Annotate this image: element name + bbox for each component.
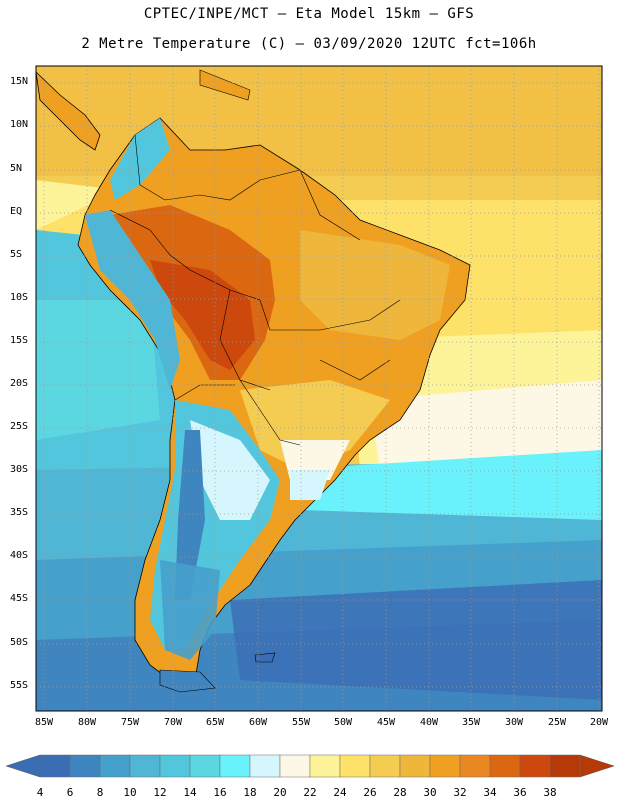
colorbar-label: 18 — [243, 786, 257, 799]
southern-ocean-band-4 — [230, 580, 602, 700]
falkland-islands — [254, 652, 276, 663]
longitude-label: 20W — [589, 717, 609, 728]
bolivia-hot-zone — [150, 260, 255, 370]
colorbar-segment — [489, 754, 521, 778]
latitude-label: 5N — [10, 163, 23, 174]
colorbar-label: 28 — [393, 786, 407, 799]
colorbar-segment — [159, 754, 191, 778]
colorbar-label: 30 — [423, 786, 437, 799]
colorbar-segment — [459, 754, 491, 778]
longitude-label: 85W — [34, 717, 54, 728]
colorbar-high-arrow — [579, 754, 615, 778]
colorbar-segment — [519, 754, 551, 778]
colorbar-segment — [309, 754, 341, 778]
latitude-label: 5S — [10, 249, 23, 260]
latitude-label: 10S — [10, 292, 29, 303]
atlantic-mild-band — [370, 380, 602, 470]
colorbar-label: 6 — [66, 786, 74, 799]
latitude-label: 20S — [10, 378, 29, 389]
longitude-label: 30W — [504, 717, 524, 728]
map-title-line1: CPTEC/INPE/MCT – Eta Model 15km – GFS — [143, 6, 475, 22]
longitude-label: 55W — [291, 717, 311, 728]
caribbean-islands — [199, 69, 251, 101]
rio-de-la-plata-cool — [290, 470, 330, 500]
tierra-del-fuego — [159, 669, 216, 693]
colorbar-segment — [249, 754, 281, 778]
latitude-label: 15N — [10, 76, 29, 87]
longitude-label: 75W — [120, 717, 140, 728]
colorbar-label: 10 — [123, 786, 137, 799]
colorbar-label: 14 — [183, 786, 197, 799]
longitude-label: 35W — [461, 717, 481, 728]
colorbar-label: 24 — [333, 786, 347, 799]
colorbar-label: 26 — [363, 786, 377, 799]
latitude-label: 10N — [10, 119, 29, 130]
latitude-label: 50S — [10, 637, 29, 648]
colorbar-segment — [279, 754, 311, 778]
colorbar-segment — [339, 754, 371, 778]
longitude-label: 70W — [163, 717, 183, 728]
andes-cold — [175, 430, 205, 600]
colorbar-label: 32 — [453, 786, 467, 799]
colorbar-segment — [39, 754, 71, 778]
colorbar-label: 34 — [483, 786, 497, 799]
central-america-land — [36, 71, 101, 151]
longitude-label: 45W — [376, 717, 396, 728]
andes-north-cold — [85, 210, 180, 390]
colorbar-label: 22 — [303, 786, 317, 799]
latitude-label: EQ — [10, 206, 23, 217]
colorbar-low-arrow — [5, 754, 41, 778]
latitude-label: 15S — [10, 335, 29, 346]
country-borders — [109, 134, 401, 446]
colorbar-segment — [219, 754, 251, 778]
colorbar-label: 36 — [513, 786, 527, 799]
colorbar-label: 16 — [213, 786, 227, 799]
colorbar-segment — [189, 754, 221, 778]
latitude-label: 35S — [10, 507, 29, 518]
longitude-label: 50W — [333, 717, 353, 728]
patagonia-cold — [160, 560, 220, 660]
longitude-label: 25W — [547, 717, 567, 728]
colorbar-label: 12 — [153, 786, 167, 799]
latitude-label: 45S — [10, 593, 29, 604]
latitude-label: 55S — [10, 680, 29, 691]
longitude-label: 40W — [419, 717, 439, 728]
colorbar-segment — [549, 754, 581, 778]
latitude-label: 30S — [10, 464, 29, 475]
colorbar-segment — [99, 754, 131, 778]
south-atlantic-light-band — [280, 450, 602, 520]
colorbar-label: 38 — [543, 786, 557, 799]
map-frame — [35, 65, 603, 712]
colorbar-label: 8 — [96, 786, 104, 799]
colorbar-label: 4 — [36, 786, 44, 799]
se-brazil-mild — [240, 380, 390, 470]
colorbar-segment — [69, 754, 101, 778]
colorbar-label: 20 — [273, 786, 287, 799]
ne-brazil-warm — [300, 230, 450, 340]
latitude-label: 40S — [10, 550, 29, 561]
colorbar-segment — [399, 754, 431, 778]
colorbar-segment — [369, 754, 401, 778]
colombia-andes-cold — [110, 118, 170, 200]
longitude-label: 60W — [248, 717, 268, 728]
longitude-label: 80W — [77, 717, 97, 728]
pampas-mild — [190, 420, 270, 520]
map-title-line2: 2 Metre Temperature (C) – 03/09/2020 12U… — [81, 36, 537, 52]
pacific-cool-inner — [36, 300, 160, 440]
colorbar — [5, 754, 615, 778]
colorbar-segment — [129, 754, 161, 778]
longitude-label: 65W — [205, 717, 225, 728]
colorbar-segment — [429, 754, 461, 778]
latitude-label: 25S — [10, 421, 29, 432]
